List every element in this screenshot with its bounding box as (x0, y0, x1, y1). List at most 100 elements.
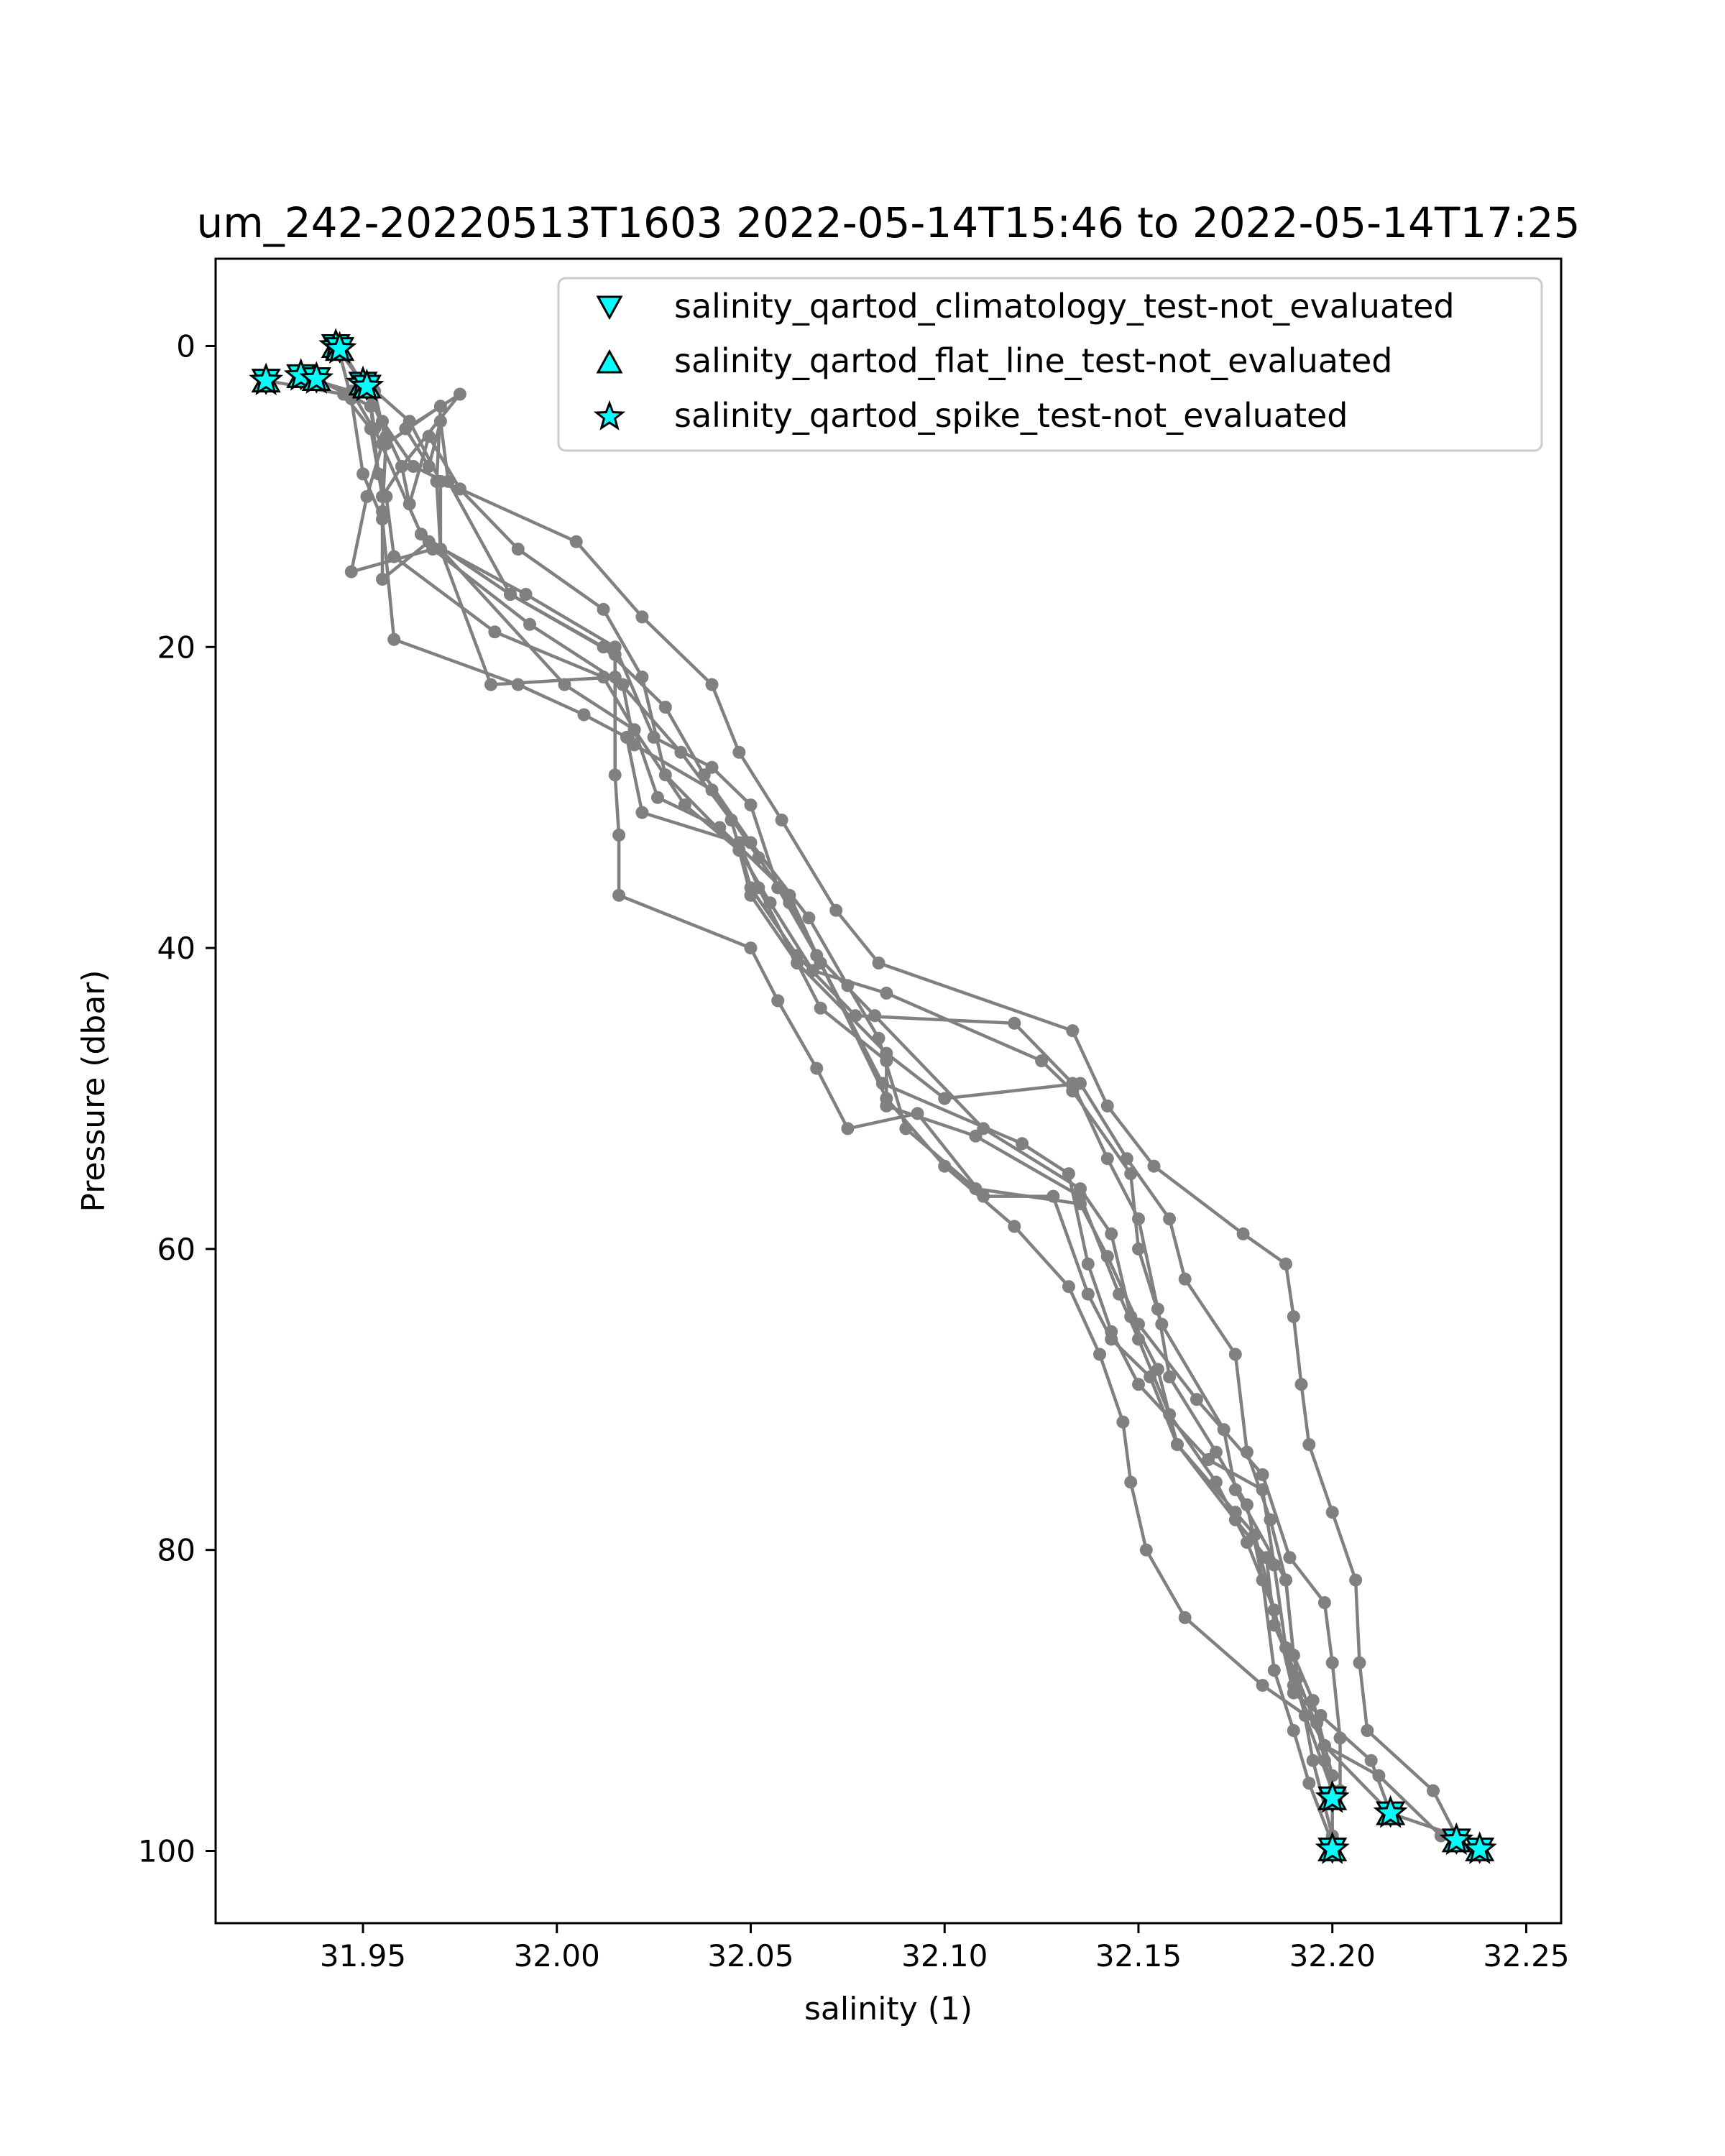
data-point (1124, 1167, 1138, 1181)
data-point (899, 1122, 913, 1135)
data-point (511, 543, 525, 556)
data-point (1287, 1686, 1300, 1700)
data-point (771, 881, 785, 895)
triangle-up-marker-icon (596, 349, 623, 374)
data-point (1132, 1212, 1145, 1225)
data-point (1120, 1152, 1133, 1166)
data-point (1325, 1656, 1339, 1669)
data-point (364, 400, 377, 413)
data-point (1163, 1408, 1177, 1422)
x-axis-ticks: 31.95 32.00 32.05 32.10 32.15 32.20 32.25 (320, 1923, 1570, 1973)
data-point (775, 814, 788, 827)
data-point (802, 911, 816, 925)
data-point (1046, 1189, 1060, 1203)
data-point (635, 671, 649, 684)
data-point (1035, 1054, 1049, 1068)
data-point (1325, 1769, 1339, 1782)
data-point (1287, 1724, 1300, 1737)
data-point (441, 474, 455, 488)
data-point (1163, 1212, 1177, 1225)
spike-flag-marker (1315, 1831, 1350, 1864)
data-point (1228, 1506, 1242, 1519)
data-point (608, 768, 622, 782)
data-point (875, 1077, 889, 1090)
profile-line-7 (365, 382, 1334, 1844)
data-point (608, 671, 622, 684)
data-point (868, 1009, 882, 1023)
data-point (969, 1129, 983, 1143)
data-point (705, 760, 719, 774)
data-point (635, 610, 649, 624)
data-point (1163, 1370, 1177, 1383)
spike-flag-marker (1439, 1822, 1474, 1856)
data-point (1302, 1777, 1316, 1790)
data-point (407, 460, 420, 473)
data-point (713, 821, 727, 834)
y-tick-label: 40 (157, 931, 196, 966)
data-point (1256, 1468, 1269, 1481)
data-point (1081, 1257, 1095, 1271)
data-point (1116, 1415, 1130, 1429)
profile-line-1 (334, 345, 1458, 1837)
data-point (744, 798, 758, 812)
y-tick-label: 60 (157, 1232, 196, 1267)
data-point (1209, 1445, 1223, 1459)
data-point (771, 994, 785, 1008)
data-point (1256, 1483, 1269, 1496)
data-point (658, 768, 672, 782)
data-point (1241, 1445, 1254, 1459)
data-point (732, 844, 746, 857)
data-point (597, 602, 610, 616)
data-point (651, 791, 664, 804)
data-point (597, 671, 610, 684)
data-point (1314, 1709, 1328, 1722)
data-point (1241, 1498, 1254, 1511)
x-tick-label: 32.00 (514, 1938, 600, 1973)
data-point (849, 1009, 862, 1023)
data-point (1178, 1611, 1192, 1624)
data-point (1100, 1250, 1114, 1263)
data-point (1151, 1302, 1164, 1316)
legend-entry-climatology: salinity_qartod_climatology_test-not_eva… (674, 287, 1455, 326)
data-point (872, 1031, 886, 1045)
spike-flag-marker (1462, 1831, 1497, 1864)
data-point (360, 489, 374, 503)
x-tick-label: 32.25 (1483, 1938, 1569, 1973)
data-point (356, 467, 369, 481)
data-point (1294, 1378, 1308, 1391)
data-point (1190, 1393, 1203, 1406)
y-tick-label: 0 (176, 328, 196, 364)
data-point (1267, 1664, 1281, 1677)
triangle-down-marker-icon (596, 295, 623, 321)
data-point (977, 1189, 990, 1203)
data-point (880, 1099, 893, 1112)
data-point (597, 640, 610, 654)
star-shape (593, 400, 626, 430)
x-tick-label: 32.15 (1095, 1938, 1182, 1973)
data-point (732, 745, 746, 759)
data-point (376, 573, 389, 586)
data-point (1361, 1724, 1374, 1737)
data-point (1279, 1573, 1292, 1587)
data-point (1279, 1257, 1292, 1271)
data-point (1132, 1242, 1145, 1256)
data-point (344, 565, 358, 579)
data-point (674, 745, 688, 759)
data-point (1144, 1370, 1157, 1383)
data-point (938, 1092, 952, 1105)
spike-flag-marker (1315, 1780, 1350, 1813)
spike-flag-marker (1373, 1795, 1408, 1828)
data-point (1317, 1754, 1331, 1767)
data-point (744, 888, 758, 902)
data-point (1306, 1754, 1320, 1767)
chart-title: um_242-20220513T1603 2022-05-14T15:46 to… (197, 198, 1581, 247)
data-point (453, 482, 466, 496)
data-point (1267, 1618, 1281, 1632)
data-point (1124, 1310, 1138, 1324)
spike-flag-marker (299, 361, 334, 394)
data-point (1132, 1332, 1145, 1346)
data-point (430, 474, 443, 488)
data-point (1074, 1189, 1087, 1203)
data-point (519, 588, 533, 601)
data-point (422, 460, 436, 473)
